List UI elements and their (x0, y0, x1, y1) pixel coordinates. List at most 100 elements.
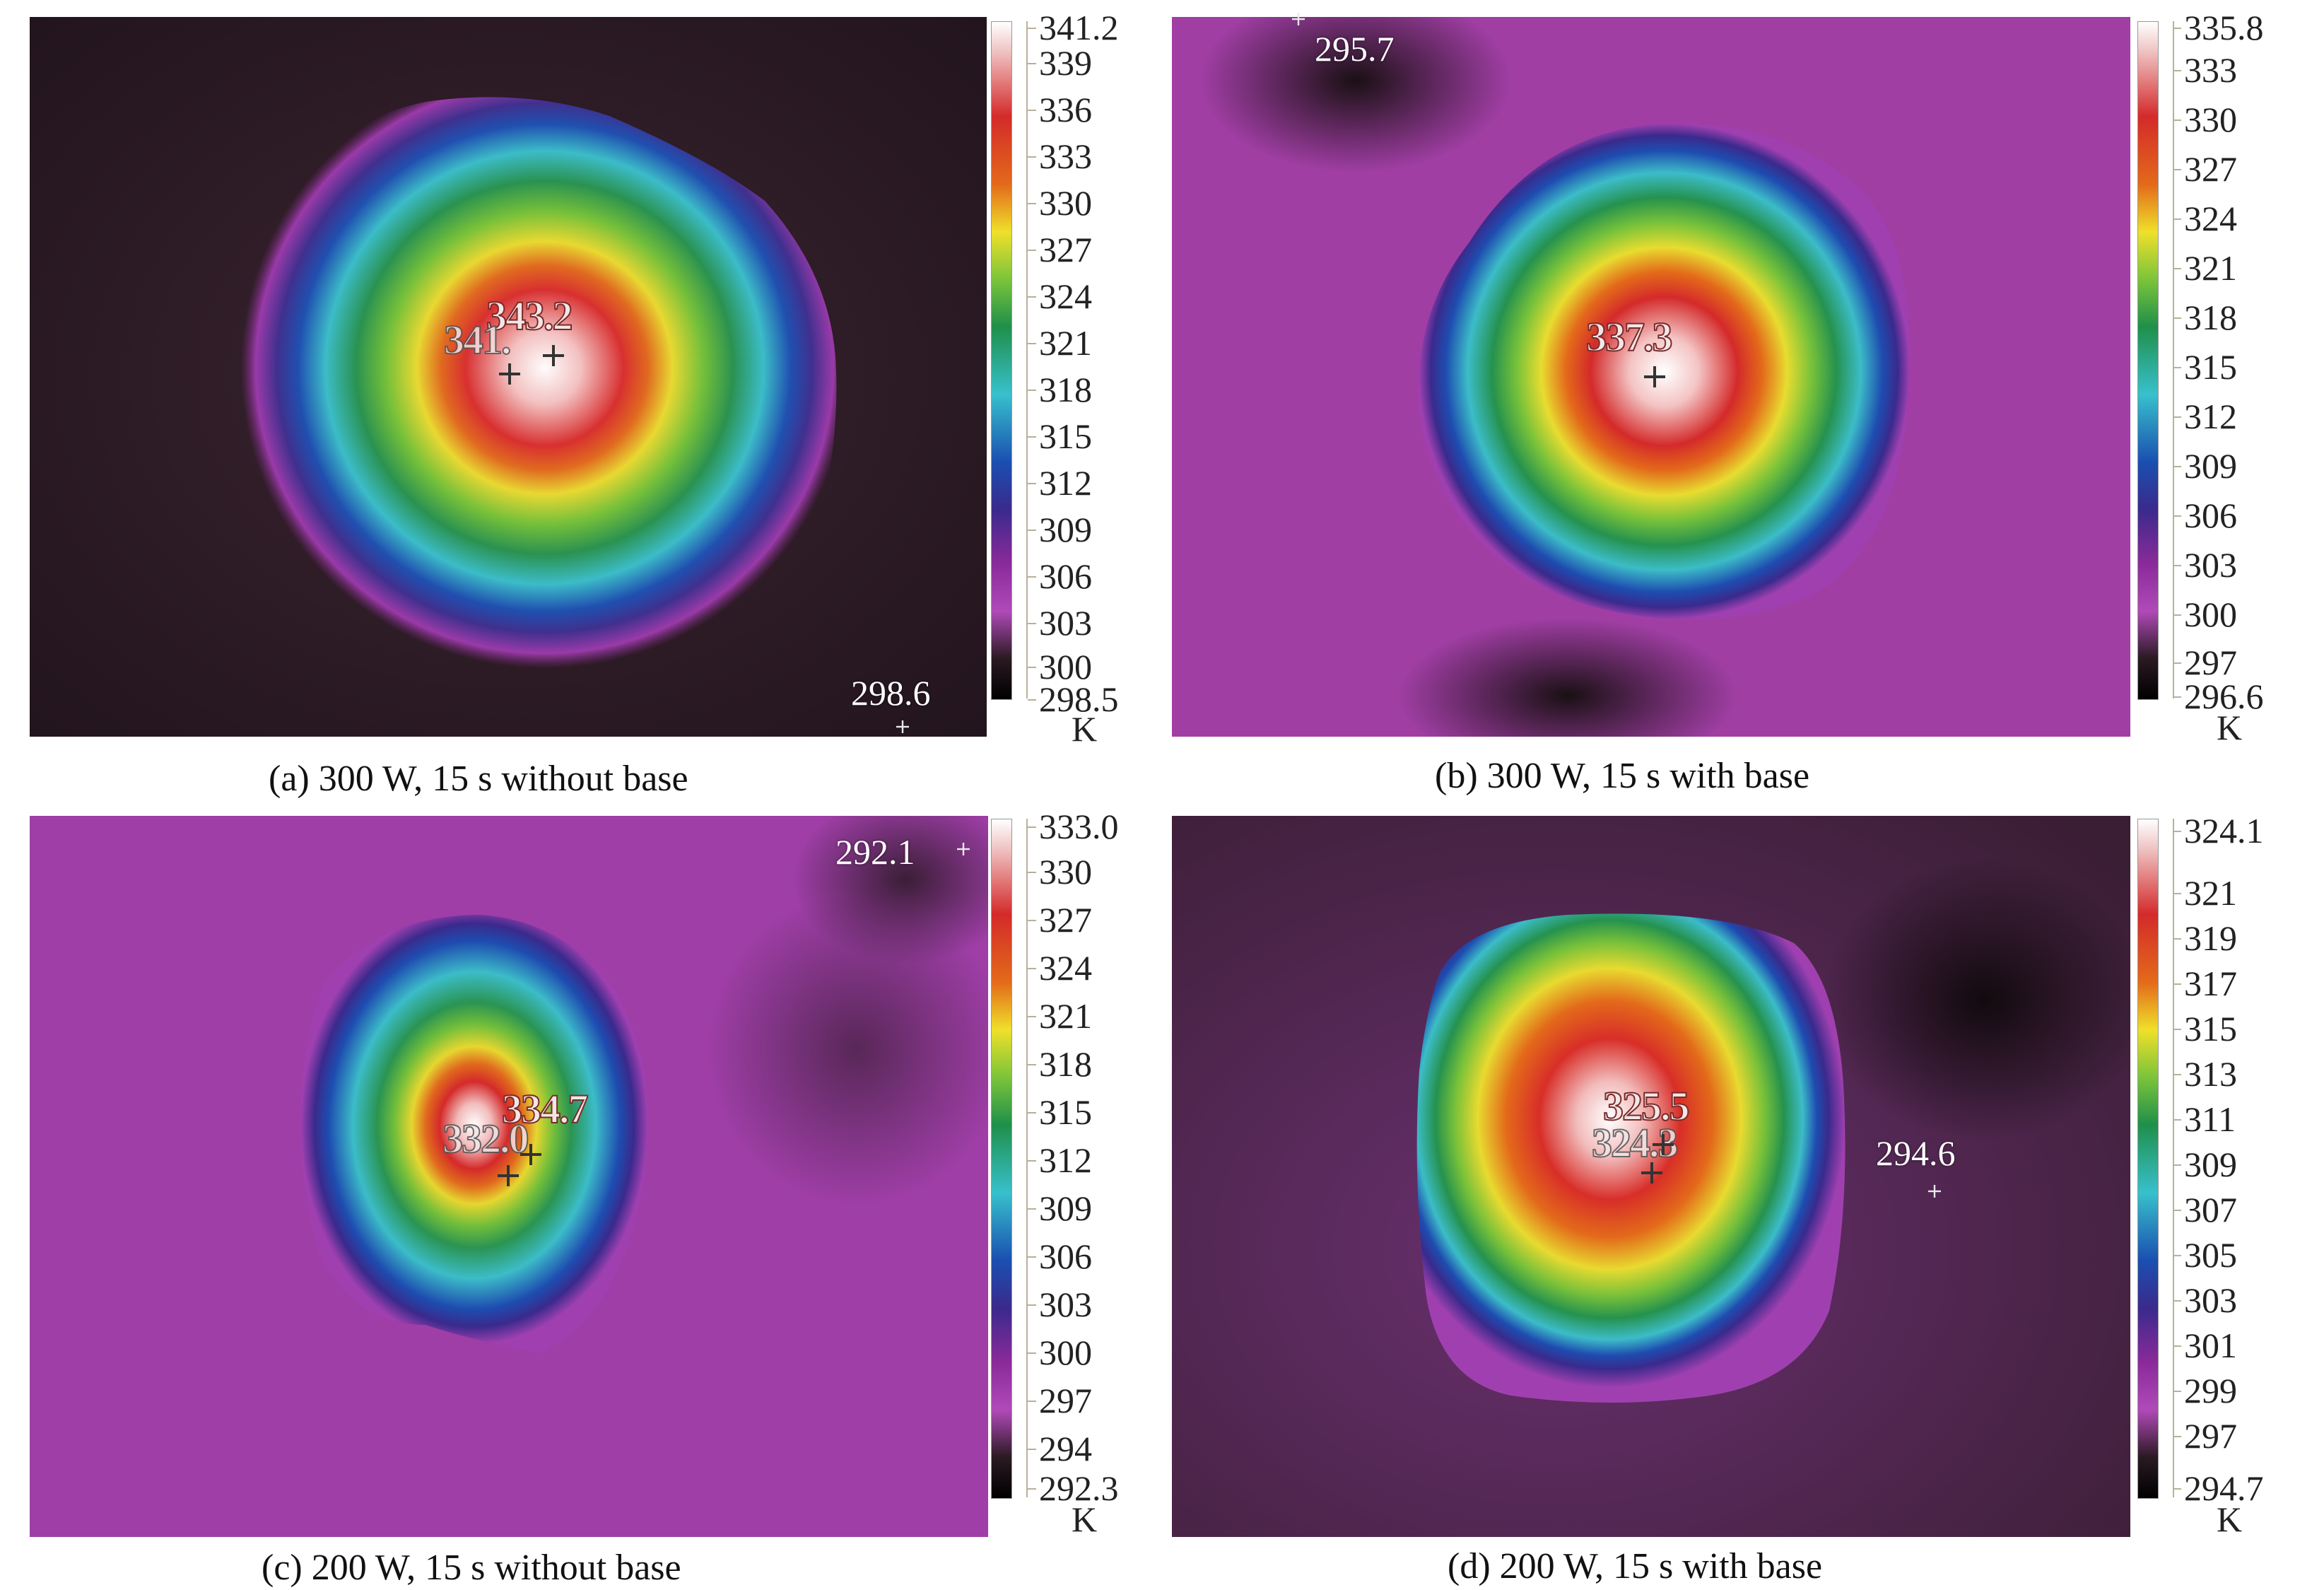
scale-tick: 317 (2173, 964, 2237, 1003)
scale-tick: 297 (2173, 1416, 2237, 1456)
scale-tick: 315 (1028, 1092, 1092, 1132)
scale-tick: 303 (2173, 1280, 2237, 1320)
crosshair-icon (1653, 1134, 1674, 1155)
scale-min-label: 296.6 (2173, 677, 2264, 716)
unit-label: K (2217, 1500, 2243, 1539)
scale-tick: 313 (2173, 1054, 2237, 1094)
colorbar-b (2137, 21, 2159, 700)
scale-tick: 300 (2173, 595, 2237, 634)
scale-min-label: 294.7 (2173, 1468, 2264, 1508)
peak-temp-label: 337.3 (1585, 314, 1673, 360)
scale-tick: 321 (1028, 996, 1092, 1036)
scale-tick: 309 (2173, 446, 2237, 486)
scale-tick: 306 (1028, 556, 1092, 596)
crosshair-icon (957, 843, 970, 855)
thermal-image-d (1172, 816, 2130, 1537)
crosshair-icon (1644, 366, 1665, 387)
min-spot-label: 294.6 (1876, 1133, 1956, 1173)
scale-tick: 318 (1028, 370, 1092, 409)
caption-a: (a) 300 W, 15 s without base (269, 759, 688, 799)
scale-tick: 303 (1028, 1285, 1092, 1324)
crosshair-icon (499, 363, 520, 385)
scale-min-label: 292.3 (1028, 1468, 1119, 1508)
colorbar-axis (1026, 819, 1028, 1497)
scale-max-label: 335.8 (2173, 8, 2264, 47)
crosshair-icon (1292, 13, 1305, 25)
scale-tick: 327 (1028, 900, 1092, 940)
unit-label: K (1072, 1500, 1098, 1539)
scale-max-label: 341.2 (1028, 8, 1119, 47)
scale-tick: 307 (2173, 1190, 2237, 1229)
scale-tick: 301 (2173, 1326, 2237, 1365)
caption-b: (b) 300 W, 15 s with base (1435, 756, 1810, 796)
scale-tick: 324 (1028, 276, 1092, 316)
unit-label: K (2217, 708, 2243, 747)
scale-tick: 303 (2173, 545, 2237, 585)
scale-tick: 330 (1028, 183, 1092, 223)
scale-tick: 309 (1028, 510, 1092, 549)
peak-temp-label: 325.5 (1602, 1083, 1690, 1129)
scale-tick: 324 (2173, 199, 2237, 238)
scale-tick: 309 (2173, 1145, 2237, 1184)
scale-tick: 327 (2173, 149, 2237, 189)
colorbar-c (991, 819, 1012, 1499)
colorbar-axis (2173, 819, 2174, 1497)
scale-tick: 330 (1028, 852, 1092, 892)
scale-tick: 336 (1028, 90, 1092, 129)
scale-tick: 309 (1028, 1188, 1092, 1228)
thermal-image-a (30, 17, 987, 737)
scale-tick: 300 (1028, 1333, 1092, 1372)
scale-tick: 312 (1028, 463, 1092, 503)
scale-max-label: 324.1 (2173, 811, 2264, 850)
scale-tick: 311 (2172, 1099, 2236, 1139)
scale-tick: 319 (2173, 918, 2237, 958)
scale-tick: 321 (2173, 248, 2237, 288)
scale-tick: 339 (1028, 43, 1092, 83)
colorbar-d (2137, 819, 2159, 1499)
scale-tick: 318 (1028, 1044, 1092, 1084)
peak-temp-label: 343.2 (486, 293, 573, 339)
scale-tick: 333 (1028, 136, 1092, 176)
scale-tick: 333 (2173, 50, 2237, 90)
scale-tick: 312 (1028, 1140, 1092, 1180)
secondary-temp-label: 341. (443, 317, 512, 363)
thermal-image-c (30, 816, 988, 1537)
scale-tick: 315 (1028, 416, 1092, 456)
scale-tick: 306 (2173, 496, 2237, 535)
unit-label: K (1072, 709, 1098, 749)
scale-tick: 330 (2173, 100, 2237, 139)
scale-tick: 306 (1028, 1237, 1092, 1276)
scale-tick: 300 (1028, 647, 1092, 686)
secondary-temp-label: 332.0 (442, 1116, 529, 1162)
caption-d: (d) 200 W, 15 s with base (1448, 1546, 1823, 1586)
colorbar-axis (1026, 21, 1028, 698)
min-spot-label: 298.6 (851, 673, 931, 713)
min-spot-label: 292.1 (835, 832, 915, 872)
scale-tick: 312 (2173, 397, 2237, 436)
scale-tick: 297 (1028, 1381, 1092, 1420)
crosshair-icon (1928, 1185, 1941, 1198)
peak-temp-label: 334.7 (501, 1086, 589, 1132)
crosshair-icon (1641, 1162, 1662, 1183)
caption-c: (c) 200 W, 15 s without base (262, 1548, 681, 1588)
scale-tick: 303 (1028, 603, 1092, 643)
scale-tick: 327 (1028, 230, 1092, 269)
scale-tick: 294 (1028, 1429, 1092, 1468)
scale-tick: 324 (1028, 948, 1092, 988)
scale-tick: 297 (2173, 643, 2237, 682)
min-spot-label: 295.7 (1315, 29, 1395, 69)
scale-tick: 299 (2173, 1371, 2237, 1410)
scale-tick: 315 (2173, 347, 2237, 387)
scale-min-label: 298.5 (1028, 679, 1119, 719)
scale-tick: 321 (2173, 873, 2237, 913)
scale-tick: 318 (2173, 298, 2237, 337)
crosshair-icon (498, 1165, 519, 1186)
scale-max-label: 333.0 (1028, 807, 1119, 846)
crosshair-icon (520, 1144, 541, 1165)
colorbar-axis (2173, 21, 2174, 698)
crosshair-icon (896, 720, 909, 733)
scale-tick: 305 (2173, 1235, 2237, 1275)
crosshair-icon (543, 345, 564, 366)
scale-tick: 315 (2173, 1009, 2237, 1048)
scale-tick: 321 (1028, 323, 1092, 363)
